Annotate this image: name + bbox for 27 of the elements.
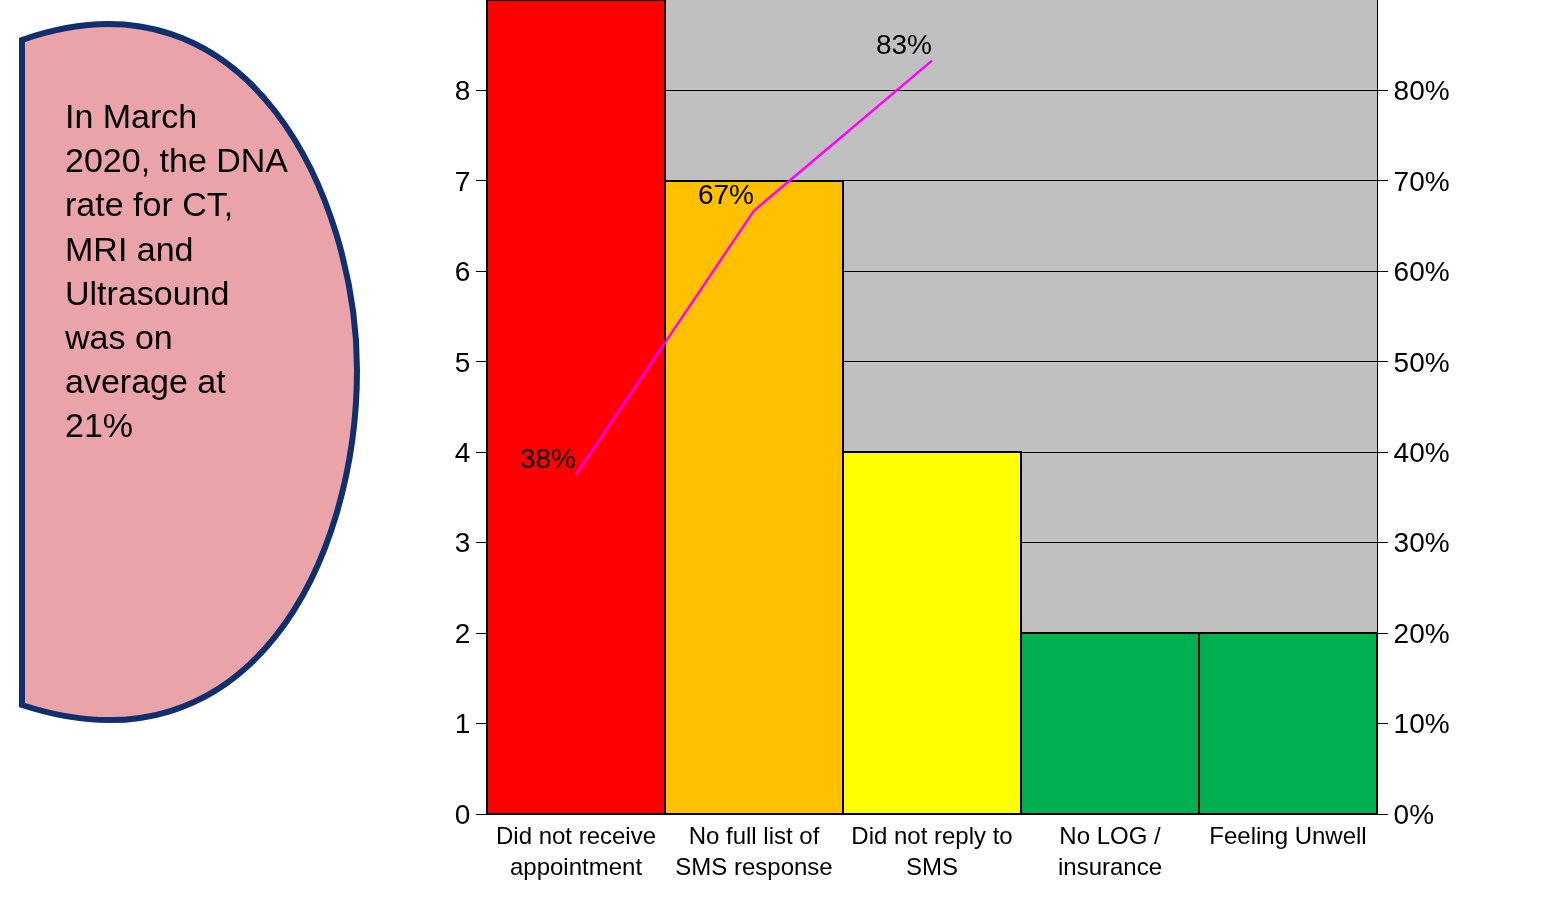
- x-tick-label: Feeling Unwell: [1209, 821, 1367, 849]
- y2-tick-label: 0%: [1393, 798, 1435, 830]
- y2-tick-label: 30%: [1393, 527, 1450, 559]
- data-label: 67%: [697, 178, 754, 210]
- y-tick-label: 3: [454, 527, 471, 559]
- y2-tick-label: 20%: [1393, 617, 1450, 649]
- y-tick-label: 8: [454, 75, 471, 107]
- y-tick-label: 2: [454, 617, 471, 649]
- x-tick-label: Did not receive appointment: [495, 821, 657, 880]
- data-label: 83%: [875, 28, 932, 60]
- data-label: 38%: [519, 442, 576, 474]
- y-tick-label: 6: [454, 256, 471, 288]
- x-tick-label: No LOG / insurance: [1057, 821, 1163, 880]
- y2-tick-label: 80%: [1393, 75, 1450, 107]
- text: In March 2020, the DNA rate for CT, MRI and Ultrasound was on average at 21%: [64, 97, 289, 445]
- y-tick-label: 7: [454, 165, 471, 197]
- y2-tick-label: 40%: [1393, 437, 1450, 469]
- x-tick-label: No full list of SMS response: [675, 821, 833, 880]
- y2-tick-label: 70%: [1393, 165, 1450, 197]
- y-tick-label: 5: [454, 346, 471, 378]
- y-tick-label: 1: [454, 708, 471, 740]
- y-tick-label: 0: [454, 798, 471, 830]
- y2-tick-label: 50%: [1393, 346, 1450, 378]
- x-tick-label: Did not reply to SMS: [851, 821, 1013, 880]
- y-tick-label: 4: [454, 437, 471, 469]
- y2-tick-label: 10%: [1393, 708, 1450, 740]
- y2-tick-label: 60%: [1393, 256, 1450, 288]
